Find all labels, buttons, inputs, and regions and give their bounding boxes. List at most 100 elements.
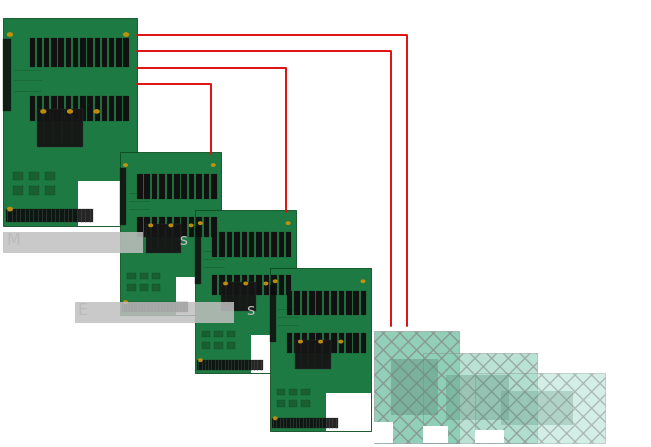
Bar bbox=[211, 174, 217, 199]
Bar bbox=[423, 426, 448, 443]
Bar bbox=[196, 217, 202, 237]
Bar bbox=[137, 174, 143, 199]
Bar bbox=[211, 217, 217, 237]
Bar bbox=[36, 110, 83, 147]
Bar bbox=[277, 401, 285, 407]
Bar bbox=[270, 284, 276, 342]
Bar bbox=[30, 96, 35, 121]
Bar bbox=[286, 275, 292, 295]
Bar bbox=[73, 38, 78, 67]
Bar bbox=[51, 96, 57, 121]
Bar bbox=[301, 401, 309, 407]
Bar bbox=[167, 174, 173, 199]
Bar bbox=[219, 275, 225, 295]
Bar bbox=[227, 232, 232, 257]
Bar bbox=[346, 333, 352, 353]
Bar bbox=[361, 333, 367, 353]
Bar bbox=[12, 186, 23, 194]
Circle shape bbox=[273, 280, 277, 283]
Bar bbox=[251, 335, 296, 373]
Bar bbox=[353, 333, 359, 353]
Bar bbox=[204, 174, 209, 199]
Bar bbox=[116, 96, 122, 121]
Bar bbox=[182, 174, 187, 199]
Text: E                               s: E s bbox=[78, 303, 255, 318]
Bar bbox=[286, 232, 292, 257]
Bar bbox=[94, 96, 100, 121]
Bar bbox=[339, 291, 344, 315]
Circle shape bbox=[149, 224, 152, 227]
Bar bbox=[6, 209, 92, 222]
Bar bbox=[44, 96, 49, 121]
Bar bbox=[145, 174, 150, 199]
Circle shape bbox=[212, 164, 215, 166]
Bar bbox=[301, 333, 307, 353]
Circle shape bbox=[169, 224, 173, 227]
Bar bbox=[214, 342, 223, 349]
Bar bbox=[339, 333, 344, 353]
Bar bbox=[264, 275, 270, 295]
Bar bbox=[3, 39, 11, 111]
Bar bbox=[3, 18, 137, 226]
Bar bbox=[102, 96, 107, 121]
Bar bbox=[137, 217, 143, 237]
Circle shape bbox=[319, 340, 322, 343]
Bar bbox=[324, 333, 329, 353]
Bar bbox=[501, 391, 573, 425]
Bar bbox=[109, 96, 115, 121]
Bar bbox=[301, 389, 309, 396]
Bar bbox=[59, 38, 64, 67]
Bar bbox=[37, 38, 42, 67]
Bar bbox=[361, 291, 367, 315]
Circle shape bbox=[273, 417, 277, 420]
Bar bbox=[197, 360, 263, 370]
Bar bbox=[249, 232, 255, 257]
Bar bbox=[80, 96, 85, 121]
Bar bbox=[196, 174, 202, 199]
Bar bbox=[289, 389, 298, 396]
Bar bbox=[195, 226, 201, 283]
Bar bbox=[212, 232, 217, 257]
Bar bbox=[316, 291, 322, 315]
Circle shape bbox=[264, 282, 268, 285]
Bar bbox=[66, 96, 71, 121]
Bar bbox=[128, 284, 135, 291]
Bar bbox=[242, 275, 247, 295]
Bar bbox=[475, 430, 504, 443]
Bar bbox=[204, 217, 209, 237]
Bar bbox=[296, 340, 331, 369]
Bar bbox=[176, 277, 221, 315]
Bar bbox=[45, 172, 55, 180]
Bar bbox=[174, 174, 180, 199]
Bar bbox=[3, 232, 143, 253]
Bar bbox=[374, 331, 459, 443]
Bar bbox=[139, 284, 148, 291]
Circle shape bbox=[244, 282, 247, 285]
Bar bbox=[279, 275, 284, 295]
Bar bbox=[78, 181, 133, 226]
Bar bbox=[159, 217, 165, 237]
Bar bbox=[301, 291, 307, 315]
Bar bbox=[30, 38, 35, 67]
Bar bbox=[29, 186, 39, 194]
Circle shape bbox=[68, 110, 72, 113]
Bar bbox=[391, 358, 437, 415]
Bar bbox=[309, 333, 314, 353]
Bar bbox=[152, 217, 158, 237]
Bar bbox=[123, 96, 129, 121]
Bar bbox=[446, 375, 508, 420]
Circle shape bbox=[8, 33, 12, 36]
Bar bbox=[152, 174, 158, 199]
Bar bbox=[294, 291, 299, 315]
Bar bbox=[227, 275, 232, 295]
Bar bbox=[423, 353, 537, 443]
Bar bbox=[94, 38, 100, 67]
Bar bbox=[145, 217, 150, 237]
Bar bbox=[287, 291, 292, 315]
Bar bbox=[80, 38, 85, 67]
Bar bbox=[289, 401, 298, 407]
Bar bbox=[353, 291, 359, 315]
Bar bbox=[51, 38, 57, 67]
Bar bbox=[212, 275, 217, 295]
Bar bbox=[189, 174, 195, 199]
